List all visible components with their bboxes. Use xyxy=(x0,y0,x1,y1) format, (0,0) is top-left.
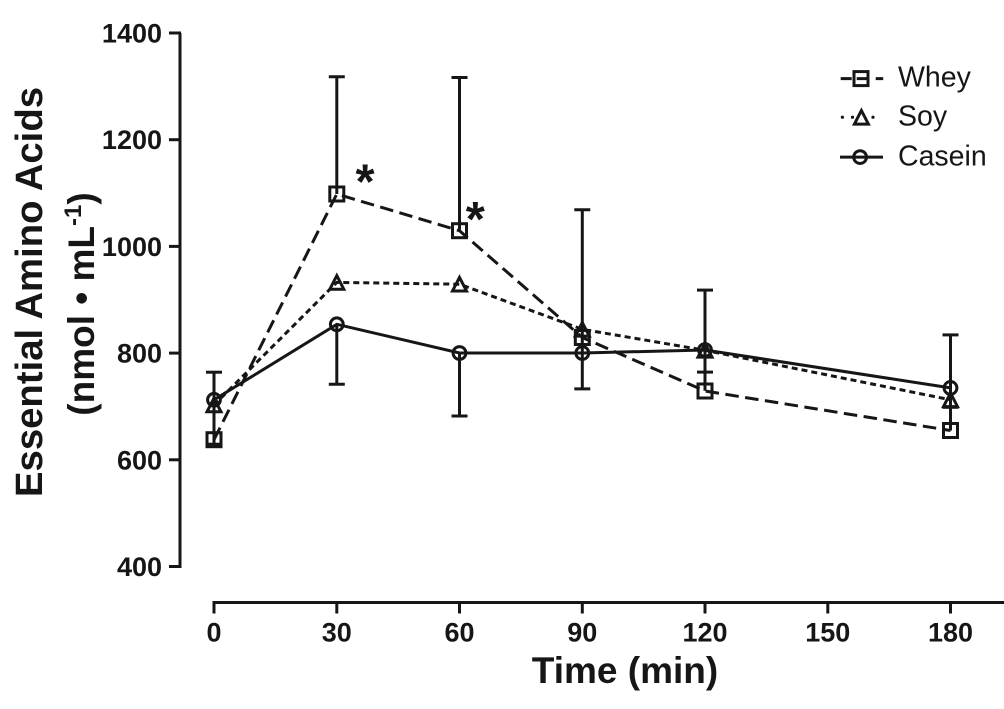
svg-text:400: 400 xyxy=(117,552,162,582)
svg-text:1200: 1200 xyxy=(102,125,162,155)
svg-text:*: * xyxy=(355,156,375,210)
svg-text:120: 120 xyxy=(682,618,727,648)
svg-text:30: 30 xyxy=(322,618,352,648)
svg-text:Essential Amino Acids: Essential Amino Acids xyxy=(8,87,51,497)
svg-text:0: 0 xyxy=(206,618,221,648)
svg-text:Time (min): Time (min) xyxy=(532,650,718,691)
svg-text:(nmol • mL-1): (nmol • mL-1) xyxy=(60,192,102,415)
svg-text:60: 60 xyxy=(444,618,474,648)
svg-text:Casein: Casein xyxy=(898,141,987,173)
svg-text:90: 90 xyxy=(567,618,597,648)
svg-text:1000: 1000 xyxy=(102,232,162,262)
svg-text:1400: 1400 xyxy=(102,19,162,49)
svg-text:Soy: Soy xyxy=(898,101,948,133)
svg-text:600: 600 xyxy=(117,445,162,475)
svg-text:180: 180 xyxy=(928,618,973,648)
svg-text:Whey: Whey xyxy=(898,62,972,94)
svg-text:800: 800 xyxy=(117,339,162,369)
svg-text:150: 150 xyxy=(805,618,850,648)
svg-text:*: * xyxy=(466,193,486,247)
